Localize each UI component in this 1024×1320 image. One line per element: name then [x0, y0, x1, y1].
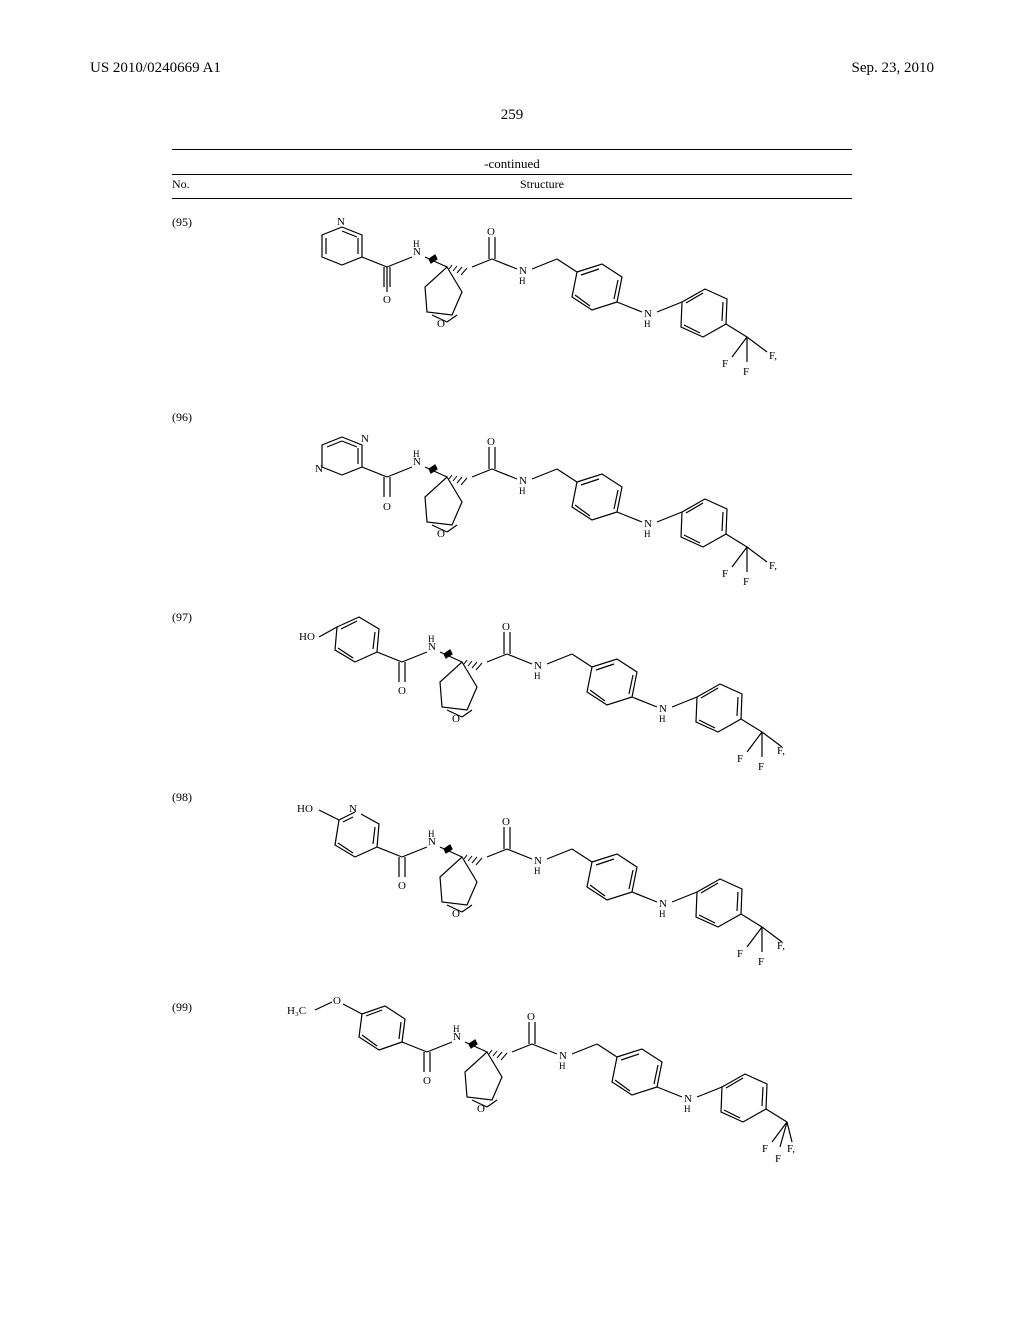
svg-text:H: H — [519, 276, 526, 286]
svg-text:H: H — [659, 909, 666, 919]
compound-row: (95) N — [172, 207, 852, 392]
svg-text:O: O — [487, 436, 495, 448]
svg-text:HO: HO — [299, 631, 315, 643]
svg-text:H: H — [428, 634, 435, 644]
svg-text:O: O — [502, 816, 510, 828]
svg-text:H: H — [428, 829, 435, 839]
svg-text:H: H — [453, 1024, 460, 1034]
svg-text:H: H — [519, 486, 526, 496]
svg-text:F,: F, — [769, 350, 777, 362]
svg-text:F: F — [737, 753, 743, 765]
svg-text:O: O — [423, 1075, 431, 1087]
continued-label: -continued — [172, 154, 852, 174]
compound-structure: HO O N H — [232, 602, 852, 772]
compound-row: (96) N N O — [172, 402, 852, 592]
svg-text:F: F — [743, 366, 749, 378]
compound-row: (98) HO N O — [172, 782, 852, 982]
svg-text:F,: F, — [769, 560, 777, 572]
compound-structure: N O N H — [232, 207, 852, 392]
svg-text:H: H — [534, 671, 541, 681]
chemical-structure-icon: N N O N H — [307, 402, 777, 592]
svg-text:O: O — [398, 880, 406, 892]
compound-number: (95) — [172, 207, 232, 230]
compound-number: (99) — [172, 992, 232, 1015]
column-no-header: No. — [172, 177, 232, 192]
svg-text:O: O — [487, 226, 495, 238]
svg-text:F: F — [758, 761, 764, 772]
svg-text:H: H — [534, 866, 541, 876]
svg-text:F: F — [722, 358, 728, 370]
svg-text:H: H — [644, 529, 651, 539]
document-header: US 2010/0240669 A1 Sep. 23, 2010 — [90, 60, 934, 77]
svg-text:O: O — [527, 1011, 535, 1023]
svg-text:F,: F, — [777, 940, 785, 952]
column-headers: No. Structure — [172, 174, 852, 194]
svg-text:HO: HO — [297, 803, 313, 815]
svg-text:F: F — [758, 956, 764, 968]
page-number: 259 — [90, 107, 934, 124]
chemical-structure-icon: H₃C O O N — [287, 992, 797, 1167]
chemical-structure-icon: N O N H — [307, 207, 777, 392]
compound-row: (97) HO O — [172, 602, 852, 772]
svg-text:F: F — [737, 948, 743, 960]
column-structure-header: Structure — [232, 177, 852, 192]
svg-text:H: H — [413, 449, 420, 459]
svg-text:F,: F, — [787, 1143, 795, 1155]
svg-text:O: O — [502, 621, 510, 633]
compound-table: -continued No. Structure (95) N — [172, 149, 852, 1167]
compound-structure: N N O N H — [232, 402, 852, 592]
svg-text:O: O — [383, 294, 391, 306]
publication-number: US 2010/0240669 A1 — [90, 60, 221, 77]
publication-date: Sep. 23, 2010 — [852, 60, 935, 77]
svg-text:F,: F, — [777, 745, 785, 757]
svg-text:N: N — [361, 433, 369, 445]
svg-text:N: N — [315, 463, 323, 475]
svg-text:H: H — [644, 319, 651, 329]
compound-number: (98) — [172, 782, 232, 805]
svg-text:O: O — [333, 995, 341, 1007]
table-header: -continued No. Structure — [172, 149, 852, 199]
svg-text:H: H — [659, 714, 666, 724]
chemical-structure-icon: HO N O N H — [297, 782, 787, 982]
compound-structure: HO N O N H — [232, 782, 852, 982]
svg-text:N: N — [337, 216, 345, 228]
svg-text:H: H — [559, 1061, 566, 1071]
svg-text:O: O — [383, 501, 391, 513]
chemical-structure-icon: HO O N H — [297, 602, 787, 772]
svg-text:H₃C: H₃C — [287, 1005, 306, 1017]
svg-text:O: O — [398, 685, 406, 697]
svg-text:F: F — [775, 1153, 781, 1165]
compound-row: (99) H₃C O — [172, 992, 852, 1167]
compound-number: (96) — [172, 402, 232, 425]
svg-text:F: F — [762, 1143, 768, 1155]
svg-text:H: H — [413, 239, 420, 249]
compound-structure: H₃C O O N — [232, 992, 852, 1167]
table-body: (95) N — [172, 199, 852, 1167]
svg-text:F: F — [743, 576, 749, 588]
svg-text:F: F — [722, 568, 728, 580]
svg-text:H: H — [684, 1104, 691, 1114]
compound-number: (97) — [172, 602, 232, 625]
